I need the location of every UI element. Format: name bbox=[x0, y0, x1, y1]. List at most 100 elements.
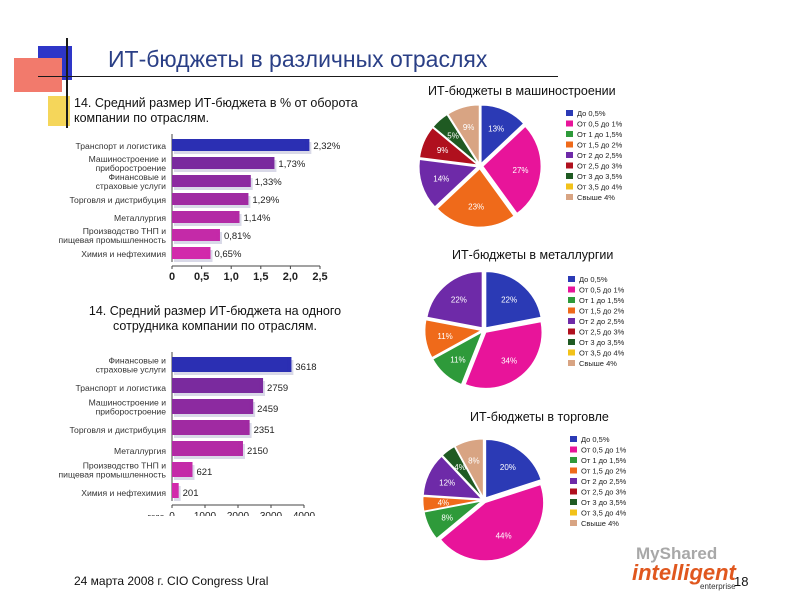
bar bbox=[172, 399, 254, 414]
category-label: пищевая промышленность bbox=[59, 235, 167, 245]
category-label: Машиностроение и bbox=[89, 154, 167, 164]
bar-edge bbox=[259, 378, 264, 393]
pie-slice-label: 5% bbox=[447, 131, 459, 140]
pie-slice-label: 22% bbox=[451, 296, 467, 305]
bar bbox=[172, 175, 251, 187]
x-tick-label: 0,5 bbox=[194, 271, 209, 282]
bar bbox=[172, 441, 243, 456]
bar-chart-2-title: 14. Средний размер ИТ-бюджета на одного … bbox=[88, 304, 342, 333]
legend-swatch bbox=[568, 286, 575, 293]
category-label: Производство ТНП и bbox=[83, 226, 166, 236]
pie-1-title: ИТ-бюджеты в машиностроении bbox=[428, 84, 616, 98]
pie-slice bbox=[424, 319, 483, 358]
pie-slice-label: 11% bbox=[450, 356, 465, 365]
page-title: ИТ-бюджеты в различных отраслях bbox=[108, 46, 488, 72]
legend-swatch bbox=[566, 120, 573, 127]
pie-slice-label: 8% bbox=[441, 513, 453, 522]
bar bbox=[172, 462, 193, 477]
legend-swatch bbox=[568, 339, 575, 345]
legend-label: От 2,5 до 3% bbox=[581, 488, 627, 497]
legend-swatch bbox=[570, 467, 577, 474]
category-label: Торговля и дистрибуция bbox=[69, 425, 166, 435]
legend-label: От 0,5 до 1% bbox=[581, 446, 627, 455]
bar-edge bbox=[235, 211, 240, 223]
legend-swatch bbox=[570, 488, 577, 495]
bar bbox=[172, 378, 264, 393]
pie-slice-label: 34% bbox=[501, 356, 517, 365]
pie-slice-label: 4% bbox=[438, 499, 450, 508]
category-label: приборостроение bbox=[96, 163, 167, 173]
x-tick-label: 0 bbox=[169, 511, 175, 516]
legend-label: От 3,5 до 4% bbox=[579, 349, 625, 358]
category-label: Металлургия bbox=[114, 446, 166, 456]
bar-edge bbox=[206, 247, 211, 259]
bar-edge bbox=[174, 483, 179, 498]
bar-chart-1: 2,32% Транспорт и логистика 1,73% Машиностр… bbox=[59, 134, 341, 282]
pie-slice bbox=[422, 455, 483, 500]
category-label: Торговля и дистрибуция bbox=[69, 195, 166, 205]
legend-label: От 1 до 1,5% bbox=[581, 456, 627, 465]
legend-swatch bbox=[566, 110, 573, 116]
pie-legend: До 0,5% От 0,5 до 1%От 1 до 1,5% От 1,5 до… bbox=[568, 275, 625, 368]
bar bbox=[172, 247, 211, 259]
pie-slice bbox=[418, 159, 479, 208]
legend-swatch bbox=[570, 499, 577, 505]
x-tick-label: 1,0 bbox=[224, 271, 239, 282]
bar-edge bbox=[270, 157, 275, 169]
legend-swatch bbox=[566, 183, 573, 190]
x-tick-label: 1,5 bbox=[253, 271, 268, 282]
bar-edge bbox=[238, 441, 243, 456]
bar-group: 2,32% Транспорт и логистика 1,73% Машиностр… bbox=[59, 134, 341, 282]
x-tick-label: 1000 bbox=[194, 511, 217, 516]
legend-label: От 1,5 до 2% bbox=[579, 307, 625, 316]
category-label: Химия и нефтехимия bbox=[81, 488, 166, 498]
legend-swatch bbox=[568, 318, 575, 324]
pie-slice bbox=[432, 114, 479, 165]
pie-slice-label: 4% bbox=[454, 463, 466, 472]
legend-label: Свыше 4% bbox=[581, 519, 619, 528]
category-label: страховые услуги bbox=[96, 181, 167, 191]
legend-swatch bbox=[566, 141, 573, 148]
decor-square-yellow bbox=[48, 96, 70, 126]
bar-value-label: 1,14% bbox=[243, 213, 270, 224]
legend-swatch bbox=[570, 520, 577, 526]
bar-chart-1-title: 14. Средний размер ИТ-бюджета в % от обо… bbox=[74, 96, 358, 125]
bar-value-label: 0,65% bbox=[214, 249, 241, 260]
pie-slice bbox=[454, 438, 484, 498]
pie-slice-label: 23% bbox=[468, 203, 484, 212]
bar-edge bbox=[188, 462, 193, 477]
bar-value-label: 2,32% bbox=[313, 141, 340, 152]
legend-swatch bbox=[566, 152, 573, 158]
pie-chart-3: 20%44%8%4%12%4%8%До 0,5%От 0,5 до 1%От 1… bbox=[422, 435, 627, 562]
legend-swatch bbox=[568, 297, 575, 303]
bar-value-label: 621 bbox=[196, 467, 212, 478]
pie-slice-label: 20% bbox=[500, 463, 516, 472]
legend-label: Свыше 4% bbox=[579, 359, 617, 368]
bar bbox=[172, 211, 240, 223]
legend-swatch bbox=[568, 360, 575, 366]
bar-edge bbox=[305, 139, 310, 151]
legend-label: От 3 до 3,5% bbox=[581, 498, 627, 507]
legend-label: От 2,5 до 3% bbox=[577, 162, 623, 171]
x-tick-label: 2,5 bbox=[312, 271, 327, 282]
pie-slice-label: 14% bbox=[433, 175, 449, 184]
category-label: Транспорт и логистика bbox=[76, 383, 167, 393]
footer-date-event: 24 марта 2008 г. CIO Congress Ural bbox=[74, 574, 269, 588]
legend-label: От 0,5 до 1% bbox=[579, 286, 625, 295]
pie-chart-2: 22% 34% 11% 11% 22% До 0,5% От 0,5 до 1%От 1 д… bbox=[424, 271, 625, 389]
pie-chart-1: 13%27%23%14%9%5%9%До 0,5%От 0,5 до 1%От … bbox=[418, 104, 623, 228]
bar bbox=[172, 229, 220, 241]
legend-label: От 0,5 до 1% bbox=[577, 120, 623, 129]
x-tick-label: 2,0 bbox=[283, 271, 298, 282]
x-tick-label: 2000 bbox=[227, 511, 250, 516]
bar-value-label: 1,73% bbox=[278, 159, 305, 170]
legend-swatch bbox=[568, 349, 575, 356]
category-label: Производство ТНП и bbox=[83, 461, 166, 471]
pie-slice bbox=[441, 446, 483, 498]
pie-slice bbox=[464, 321, 543, 389]
bar-value-label: 2351 bbox=[254, 425, 275, 436]
legend-swatch bbox=[570, 457, 577, 463]
page-number: 18 bbox=[734, 574, 749, 589]
category-label: пищевая промышленность bbox=[59, 470, 167, 480]
category-label: Химия и нефтехимия bbox=[81, 249, 166, 259]
